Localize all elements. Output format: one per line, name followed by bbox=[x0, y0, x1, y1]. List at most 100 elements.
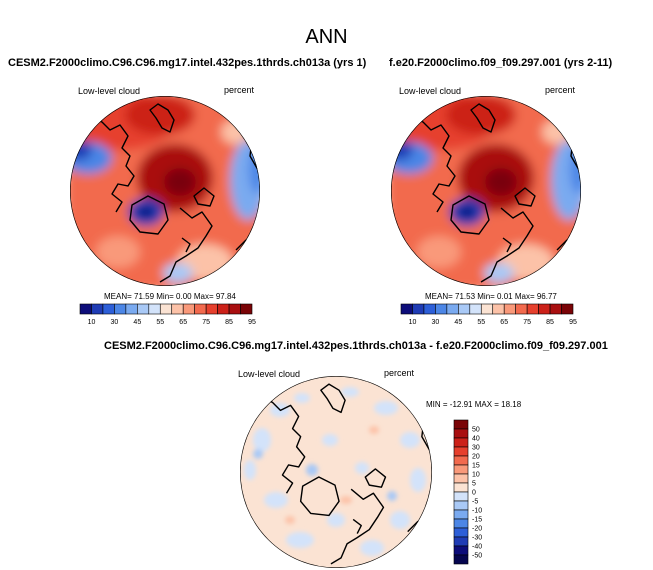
panel3-coast-north-america bbox=[330, 488, 385, 565]
panel3-patch bbox=[253, 428, 271, 452]
panel2-coast-north-america bbox=[480, 207, 534, 283]
panel2-field-west-core bbox=[391, 140, 413, 160]
panel3-colorbar-tick-label: -30 bbox=[472, 535, 482, 542]
panel3-patch bbox=[286, 532, 314, 548]
panel3-colorbar-swatch bbox=[453, 446, 469, 457]
panel3-colorbar-tick-label: -5 bbox=[472, 499, 478, 506]
panel3-colorbar-swatch bbox=[453, 473, 469, 484]
panel2-map bbox=[391, 96, 581, 286]
panel1-colorbar-tick-label: 10 bbox=[88, 319, 96, 326]
panel3-patch bbox=[253, 449, 263, 459]
panel3-colorbar-tick-label: 15 bbox=[472, 463, 480, 470]
panel3-coast-scandinavia bbox=[320, 383, 346, 414]
panel3-stats: MIN = -12.91 MAX = 18.18 bbox=[426, 400, 522, 409]
panel1-coast-scandinavia bbox=[149, 103, 175, 133]
panel2-colorbar-swatch bbox=[549, 303, 562, 315]
panel1-colorbar-tick-label: 65 bbox=[179, 319, 187, 326]
panel3-colorbar-swatch bbox=[453, 527, 469, 538]
panel3-colorbar-swatch bbox=[453, 545, 469, 556]
panel3-colorbar-swatch bbox=[453, 536, 469, 547]
panel2-colorbar-swatch bbox=[412, 303, 425, 315]
panel3-colorbar-tick-label: 40 bbox=[472, 436, 480, 443]
panel3-patch bbox=[355, 462, 369, 474]
panel1-colorbar-swatch bbox=[194, 303, 207, 315]
panel3-patch bbox=[360, 540, 384, 556]
panel3-variable-label: Low-level cloud bbox=[238, 369, 301, 379]
panel2-colorbar-tick-label: 65 bbox=[500, 319, 508, 326]
panel1-stats: MEAN= 71.59 Min= 0.00 Max= 97.84 bbox=[104, 292, 236, 301]
panel3-patch bbox=[340, 496, 352, 504]
panel2-colorbar-tick-label: 85 bbox=[546, 319, 554, 326]
panel1-colorbar-swatch bbox=[102, 303, 115, 315]
panel3-patch bbox=[285, 516, 295, 524]
panel3-colorbar-tick-label: 5 bbox=[472, 481, 476, 488]
panel1-coast-greenland bbox=[129, 195, 169, 235]
panel2-field-south-blue bbox=[484, 263, 514, 283]
panel3-patch bbox=[410, 468, 426, 492]
panel2-colorbar-swatch bbox=[492, 303, 505, 315]
panel2-colorbar-swatch bbox=[480, 303, 494, 315]
panel2-colorbar-tick-label: 10 bbox=[409, 319, 417, 326]
panel3-colorbar-swatch bbox=[453, 455, 469, 466]
panel1-colorbar-swatch bbox=[91, 303, 104, 315]
panel1-colorbar-tick-label: 75 bbox=[202, 319, 210, 326]
panel3-colorbar-swatch bbox=[453, 500, 469, 511]
panel1-field-norwegian-sea bbox=[125, 96, 195, 135]
panel1-colorbar-tick-label: 30 bbox=[111, 319, 119, 326]
panel1-colorbar-tick-label: 85 bbox=[225, 319, 233, 326]
panel2-colorbar-swatch bbox=[458, 303, 471, 315]
panel3-colorbar-tick-label: 0 bbox=[472, 490, 476, 497]
panel3-units-label: percent bbox=[384, 368, 415, 378]
panel1-field-greenland-core bbox=[138, 206, 154, 218]
panel3-colorbar-tick-label: 20 bbox=[472, 454, 480, 461]
figure-title: ANN bbox=[305, 26, 348, 48]
panel2-field-south-light bbox=[417, 236, 461, 268]
panel2-colorbar-swatch bbox=[538, 303, 551, 315]
panel3-colorbar-swatch bbox=[453, 437, 469, 448]
panel2-colorbar-tick-label: 95 bbox=[569, 319, 577, 326]
panel1-coast-canada-islands bbox=[193, 187, 215, 207]
panel2-coast-canada-islands bbox=[514, 187, 536, 207]
panel1-colorbar-swatch bbox=[217, 303, 230, 315]
panel2-field bbox=[391, 96, 581, 286]
panel3-patch bbox=[341, 387, 359, 397]
panel1-colorbar-tick-label: 95 bbox=[248, 319, 256, 326]
panel2-colorbar-swatch bbox=[515, 303, 528, 315]
panel1-colorbar-tick-label: 45 bbox=[133, 319, 141, 326]
panel3-patch bbox=[294, 393, 310, 403]
panel3-patch bbox=[327, 513, 345, 527]
panel1-field-arctic-core bbox=[164, 168, 196, 196]
panel2-colorbar-swatch bbox=[503, 303, 516, 315]
panel2-case-title: f.e20.F2000climo.f09_f09.297.001 (yrs 2-… bbox=[389, 57, 613, 69]
panel3-colorbar-swatch bbox=[453, 509, 469, 520]
panel3-map bbox=[240, 376, 432, 568]
panel2-coast-hudson bbox=[502, 237, 512, 253]
panel1-colorbar: 10 30 45 55 65 75 85 95 bbox=[79, 303, 256, 326]
panel3-colorbar-tick-label: 50 bbox=[472, 427, 480, 434]
panel3-coast-hudson bbox=[352, 518, 362, 534]
panel1-coast-hudson bbox=[181, 237, 191, 253]
panel1-colorbar-swatch bbox=[79, 303, 92, 315]
panel3-colorbar-swatch bbox=[453, 464, 469, 475]
panel2-colorbar-swatch bbox=[526, 303, 539, 315]
panel2-field-east-low bbox=[551, 140, 581, 220]
panel3-patch bbox=[400, 432, 420, 448]
panel1-variable-label: Low-level cloud bbox=[78, 86, 141, 96]
panel3-colorbar-swatch bbox=[453, 491, 469, 502]
panel3-case-title: CESM2.F2000climo.C96.C96.mg17.intel.432p… bbox=[104, 340, 608, 352]
panel3-colorbar-swatch bbox=[453, 554, 469, 565]
panel3-colorbar-tick-label: -20 bbox=[472, 526, 482, 533]
panel1-colorbar-swatch bbox=[137, 303, 150, 315]
panel2-variable-label: Low-level cloud bbox=[399, 86, 462, 96]
panel3-colorbar-swatch bbox=[453, 482, 469, 493]
panel2-colorbar: 10 30 45 55 65 75 85 95 bbox=[400, 303, 577, 326]
panel1-colorbar-swatch bbox=[114, 303, 127, 315]
panel1-colorbar-swatch bbox=[240, 303, 253, 315]
panel3-field-base bbox=[240, 376, 432, 568]
panel3-colorbar-tick-label: 10 bbox=[472, 472, 480, 479]
panel1-colorbar-swatch bbox=[182, 303, 195, 315]
panel1-field-south-blue bbox=[163, 263, 193, 283]
panel3-patch bbox=[387, 491, 397, 501]
